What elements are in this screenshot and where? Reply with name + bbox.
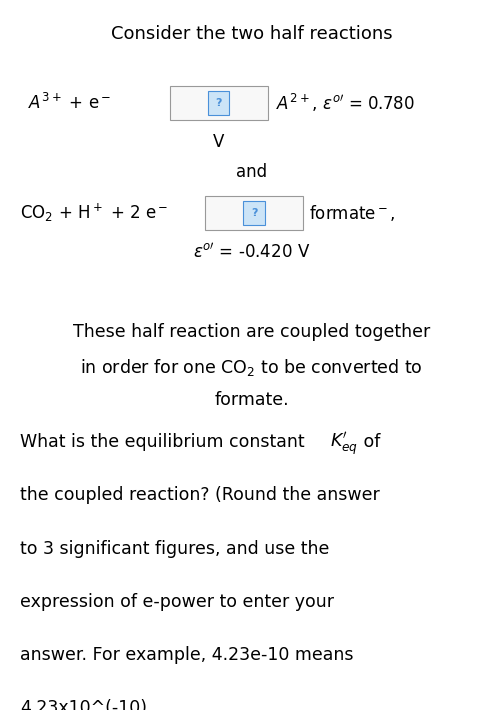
Text: answer. For example, 4.23e-10 means: answer. For example, 4.23e-10 means [20,646,354,664]
Text: These half reaction are coupled together: These half reaction are coupled together [73,323,430,341]
Text: ?: ? [251,208,257,218]
FancyBboxPatch shape [205,196,303,230]
FancyBboxPatch shape [170,86,268,120]
Text: expression of e-power to enter your: expression of e-power to enter your [20,593,334,611]
FancyBboxPatch shape [243,201,265,225]
Text: and: and [236,163,267,181]
Text: $A^{3+}$ + e$^-$: $A^{3+}$ + e$^-$ [28,93,111,113]
Text: $\mathrm{CO_2}$ + H$^+$ + 2 e$^-$: $\mathrm{CO_2}$ + H$^+$ + 2 e$^-$ [20,202,169,224]
Text: $K_{eq}^{\prime}$: $K_{eq}^{\prime}$ [330,431,359,458]
Text: What is the equilibrium constant: What is the equilibrium constant [20,433,310,451]
Text: $\varepsilon^{o\prime}$ = -0.420 V: $\varepsilon^{o\prime}$ = -0.420 V [193,243,310,261]
Text: $A^{2+}$, $\varepsilon^{o\prime}$ = 0.780: $A^{2+}$, $\varepsilon^{o\prime}$ = 0.78… [276,92,414,114]
Text: Consider the two half reactions: Consider the two half reactions [111,25,392,43]
FancyBboxPatch shape [208,91,229,115]
Text: formate.: formate. [214,391,289,409]
Text: of: of [358,433,380,451]
Text: V: V [213,133,224,151]
Text: ?: ? [216,98,222,108]
Text: in order for one CO$_2$ to be converted to: in order for one CO$_2$ to be converted … [80,357,423,378]
Text: the coupled reaction? (Round the answer: the coupled reaction? (Round the answer [20,486,380,504]
Text: formate$^-$,: formate$^-$, [309,203,396,223]
Text: 4.23x10^(-10).: 4.23x10^(-10). [20,699,152,710]
Text: to 3 significant figures, and use the: to 3 significant figures, and use the [20,540,329,557]
